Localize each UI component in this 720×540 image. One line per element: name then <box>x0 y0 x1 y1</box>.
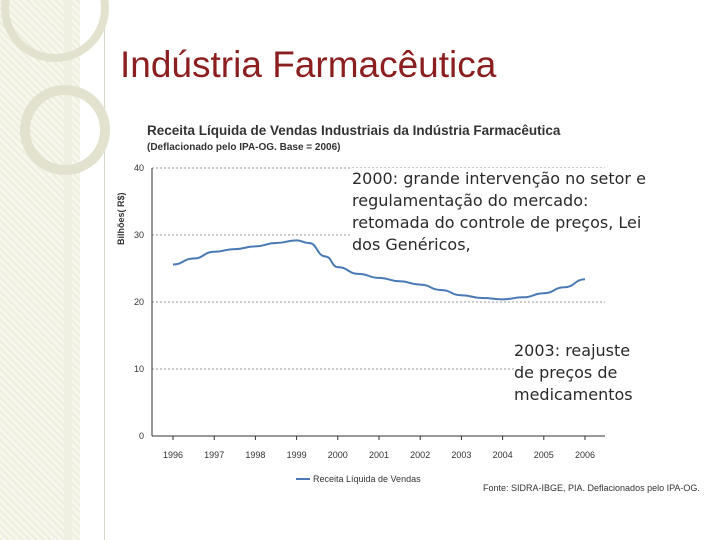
legend-label: Receita Líquida de Vendas <box>313 474 421 484</box>
y-axis-label: Bilhões( R$) <box>116 192 126 245</box>
annotation-2003: 2003: reajuste de preços de medicamentos <box>514 340 654 406</box>
x-tick-label: 2003 <box>451 450 471 460</box>
y-tick-label: 30 <box>134 230 144 240</box>
chart-title: Receita Líquida de Vendas Industriais da… <box>147 123 561 138</box>
y-tick-label: 0 <box>139 431 144 441</box>
annotation-2000: 2000: grande intervenção no setor e regu… <box>352 168 662 256</box>
x-tick-label: 2001 <box>369 450 389 460</box>
x-tick-label: 2005 <box>534 450 554 460</box>
x-tick-label: 2002 <box>410 450 430 460</box>
legend: Receita Líquida de Vendas <box>296 474 421 484</box>
chart-subtitle: (Deflacionado pelo IPA-OG. Base = 2006) <box>147 142 340 153</box>
y-tick-label: 10 <box>134 364 144 374</box>
slide-title: Indústria Farmacêutica <box>120 44 497 85</box>
y-tick-label: 40 <box>134 163 144 173</box>
decorative-circles <box>1 0 110 175</box>
x-tick-label: 2004 <box>493 450 513 460</box>
axis-ticks: 0 10 20 30 40 1996 1997 1998 1999 2000 2001 2002 200… <box>134 163 595 460</box>
series-line-receita <box>172 239 586 301</box>
decorative-band <box>64 0 72 540</box>
x-tick-label: 1997 <box>204 450 224 460</box>
y-tick-label: 20 <box>134 297 144 307</box>
chart-source: Fonte: SIDRA-IBGE, PIA. Deflacionados pe… <box>483 483 700 493</box>
series-group <box>172 239 586 301</box>
x-tick-label: 2006 <box>575 450 595 460</box>
x-tick-label: 1996 <box>163 450 183 460</box>
x-tick-label: 1998 <box>245 450 265 460</box>
x-tick-label: 2000 <box>328 450 348 460</box>
decorative-divider <box>104 0 105 540</box>
x-tick-label: 1999 <box>287 450 307 460</box>
